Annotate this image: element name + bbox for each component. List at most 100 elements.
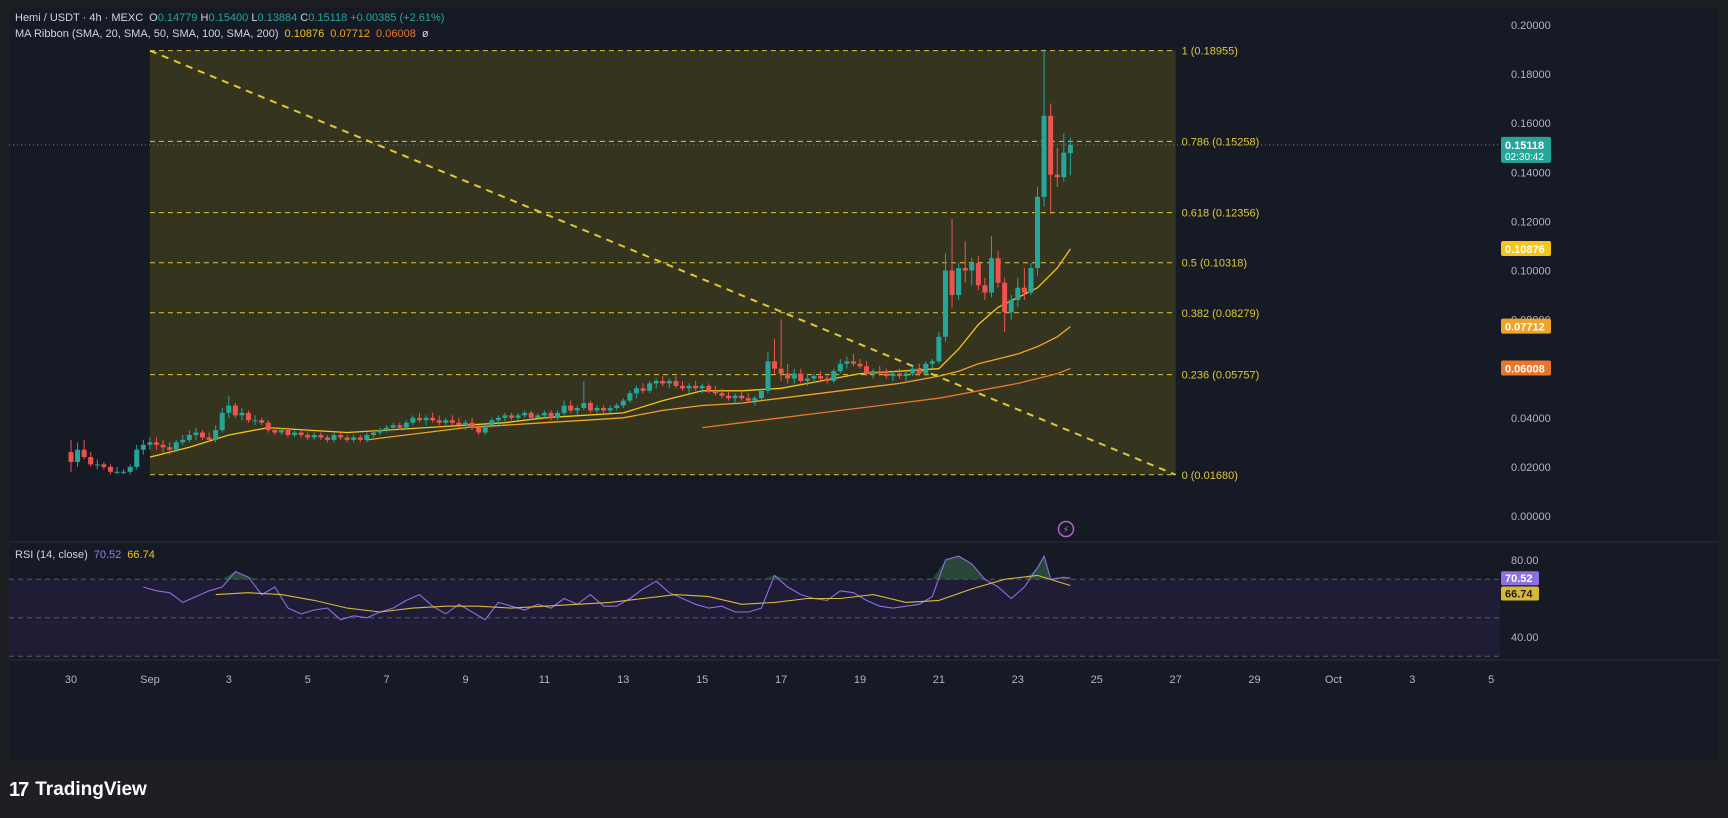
candle-body [344, 437, 350, 440]
candle-body [673, 380, 679, 386]
candle-body [1035, 196, 1041, 269]
ma100-value: 0.06008 [376, 28, 416, 40]
candle-body [660, 380, 666, 384]
candle-body [232, 405, 238, 416]
candle-body [423, 417, 429, 421]
candle-body [147, 442, 153, 445]
candle-body [568, 405, 574, 411]
candle-body [173, 442, 179, 450]
price-axis-tick: 0.18000 [1511, 69, 1551, 81]
candle-body [850, 361, 856, 364]
change-value: +0.00385 (+2.61%) [350, 12, 445, 24]
rsi-tag-label: 66.74 [1505, 589, 1533, 601]
price-axis-tick: 0.12000 [1511, 216, 1551, 228]
candle-body [555, 412, 561, 418]
rsi-label[interactable]: RSI (14, close) [15, 549, 88, 561]
high-label: H [200, 12, 209, 24]
candle-body [134, 449, 140, 467]
candle-body [726, 395, 731, 399]
candle-body [870, 371, 876, 374]
time-axis-tick: 3 [1409, 674, 1415, 686]
candle-body [167, 447, 173, 450]
price-tag [1501, 136, 1551, 163]
candle-body [739, 395, 745, 399]
candle-body [357, 437, 363, 440]
candle-body [765, 361, 771, 391]
rsi-overbought-fill [143, 556, 1071, 580]
candle-body [627, 393, 633, 401]
candle-body [482, 425, 488, 433]
candle-body [278, 430, 284, 433]
fib-level-label: 0 (0.01680) [1182, 470, 1238, 482]
rsi-value: 70.52 [93, 549, 122, 561]
candle-body [752, 398, 758, 401]
time-axis-tick: 9 [462, 674, 468, 686]
price-tag [1501, 318, 1551, 334]
fib-level-label: 1 (0.18955) [1182, 46, 1238, 58]
ma200-value: ø [421, 28, 429, 40]
price-axis-tick: 0.16000 [1511, 118, 1551, 130]
candle-body [331, 434, 337, 440]
ma-ribbon-label[interactable]: MA Ribbon (SMA, 20, SMA, 50, SMA, 100, S… [15, 28, 279, 40]
candle-body [864, 366, 870, 374]
candle-body [601, 407, 607, 411]
ma20-value: 0.10876 [284, 28, 325, 40]
candle-body [653, 380, 659, 384]
candle-body [390, 425, 396, 428]
event-flash-icon [1057, 520, 1075, 538]
candle-body [1015, 287, 1021, 300]
candle-body [430, 417, 436, 421]
rsi-tag [1501, 586, 1539, 601]
candle-body [193, 432, 199, 435]
candle-body [1008, 299, 1014, 313]
price-tag-label: 0.15118 [1505, 140, 1544, 152]
time-axis-tick: 7 [384, 674, 390, 686]
candle-body [857, 363, 863, 367]
rsi-axis-tick: 40.00 [1511, 632, 1539, 644]
ma-ribbon-legend: MA Ribbon (SMA, 20, SMA, 50, SMA, 100, S… [15, 28, 429, 40]
chart-panel[interactable]: 1 (0.18955) 0.786 (0.15258) 0.618 (0.12356… [9, 8, 1719, 760]
candle-body [883, 373, 889, 377]
candle-body [956, 268, 962, 296]
candle-body [594, 407, 600, 411]
candle-body [94, 464, 100, 466]
time-axis-tick: 23 [1012, 674, 1024, 686]
candle-body [804, 378, 810, 381]
rsi-tag [1501, 571, 1539, 586]
ma-line [702, 367, 1071, 429]
candle-body [515, 415, 521, 418]
fib-level-label: 0.382 (0.08279) [1182, 308, 1260, 320]
candle-body [226, 405, 232, 413]
candle-body [1002, 282, 1008, 313]
candle-body [324, 437, 330, 440]
price-tag [1501, 240, 1551, 256]
candle-body [903, 373, 909, 377]
candle-body [607, 407, 613, 411]
high-value: 0.15400 [208, 12, 249, 24]
candle-body [456, 422, 462, 426]
candle-body [877, 371, 883, 374]
chart-canvas[interactable]: 1 (0.18955) 0.786 (0.15258) 0.618 (0.12356… [9, 8, 1719, 760]
fib-level-label: 0.5 (0.10318) [1182, 258, 1247, 270]
ohlc-values: O0.14779 H0.15400 L0.13884 C0.15118 +0.0… [149, 12, 444, 24]
candle-body [699, 385, 705, 389]
candle-body [732, 395, 738, 399]
symbol-title[interactable]: Hemi / USDT · 4h · MEXC [15, 12, 144, 24]
candle-body [686, 385, 692, 389]
tradingview-logo-icon[interactable]: 17 [9, 778, 29, 801]
time-axis-tick: 19 [854, 674, 866, 686]
candle-body [620, 400, 626, 406]
candle-body [311, 434, 317, 438]
time-axis-tick: 29 [1248, 674, 1260, 686]
price-axis-tick: 0.00000 [1511, 511, 1551, 523]
open-value: 0.14779 [157, 12, 198, 24]
candle-body [153, 442, 159, 445]
rsi-tag-label: 70.52 [1505, 573, 1533, 585]
candle-body [581, 403, 587, 408]
rsi-ma-value: 66.74 [127, 549, 155, 561]
candle-body [101, 464, 107, 467]
tradingview-brand[interactable]: TradingView [35, 779, 147, 800]
candle-body [285, 430, 291, 435]
candle-body [160, 444, 166, 448]
candle-body [298, 432, 304, 435]
